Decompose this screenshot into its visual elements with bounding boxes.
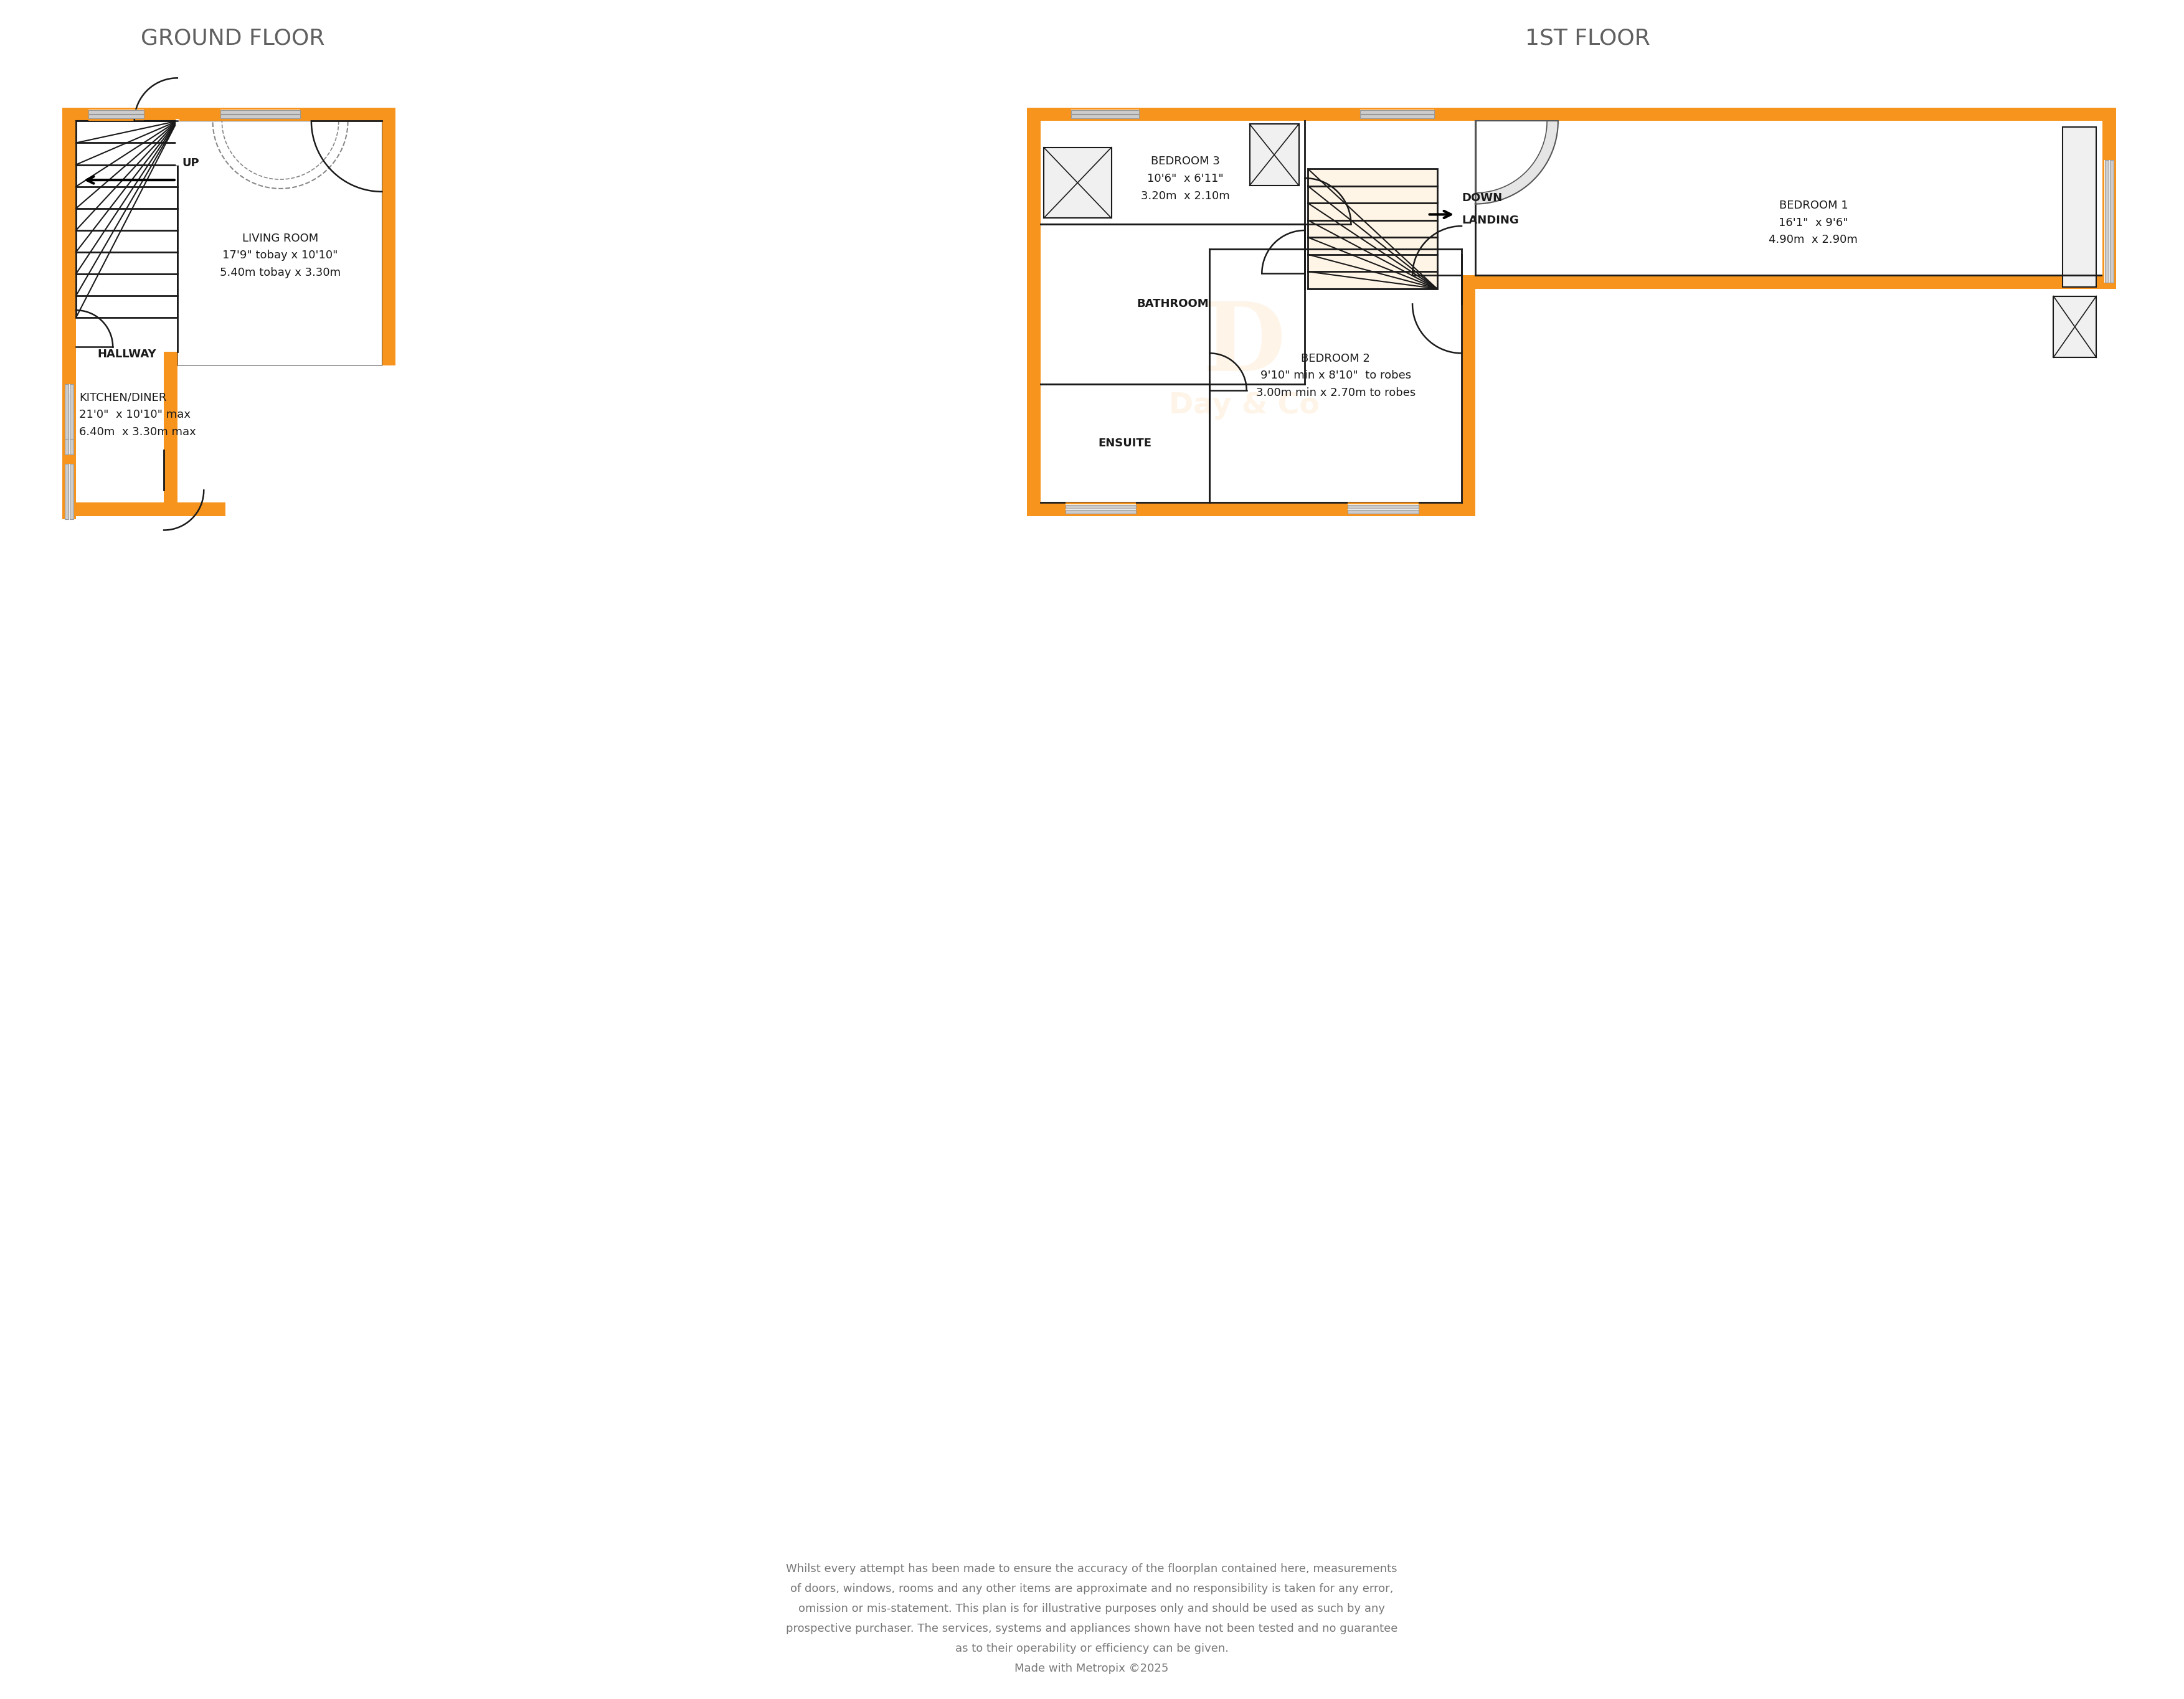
Text: KITCHEN/DINER
21'0"  x 10'10" max
6.40m  x 3.30m max: KITCHEN/DINER 21'0" x 10'10" max 6.40m x…: [79, 392, 197, 438]
Bar: [1249, 124, 1299, 185]
Bar: [66, 384, 68, 440]
Bar: [1044, 148, 1112, 217]
Bar: [2103, 107, 2116, 289]
Bar: [63, 107, 395, 121]
Bar: [1348, 503, 1420, 516]
Bar: [1026, 503, 1474, 516]
Bar: [1361, 110, 1435, 114]
Bar: [1461, 275, 1474, 516]
Bar: [66, 464, 68, 520]
Bar: [63, 464, 76, 520]
Bar: [1308, 168, 1437, 289]
Bar: [382, 107, 395, 365]
Bar: [221, 116, 299, 119]
Bar: [1072, 109, 1140, 119]
Bar: [1066, 510, 1136, 513]
Bar: [1072, 107, 1140, 121]
Bar: [70, 392, 74, 455]
Bar: [1066, 503, 1136, 516]
Bar: [1348, 505, 1420, 515]
Bar: [1348, 505, 1420, 508]
Bar: [2110, 160, 2114, 282]
Bar: [177, 121, 382, 365]
Bar: [87, 110, 144, 114]
Text: DOWN: DOWN: [1461, 192, 1503, 204]
Bar: [1348, 510, 1420, 513]
Bar: [87, 116, 144, 119]
Bar: [87, 109, 144, 119]
Bar: [2105, 160, 2110, 282]
Bar: [2053, 296, 2097, 357]
Bar: [1066, 505, 1136, 515]
Bar: [221, 107, 299, 121]
Bar: [1361, 116, 1435, 119]
Wedge shape: [1474, 121, 1557, 204]
Bar: [63, 107, 76, 516]
Bar: [1361, 107, 1435, 121]
Text: LANDING: LANDING: [1461, 216, 1518, 226]
Bar: [2062, 127, 2097, 287]
Text: 1ST FLOOR: 1ST FLOOR: [1524, 27, 1651, 49]
Bar: [66, 392, 74, 455]
Text: UP: UP: [181, 158, 199, 168]
Text: ENSUITE: ENSUITE: [1099, 438, 1151, 449]
Bar: [1461, 275, 2116, 289]
Bar: [164, 352, 177, 516]
Bar: [1361, 109, 1435, 119]
Text: D: D: [1203, 297, 1286, 391]
Bar: [221, 110, 299, 114]
Bar: [63, 503, 225, 516]
Bar: [63, 384, 76, 440]
Bar: [76, 121, 177, 318]
Text: BEDROOM 1
16'1"  x 9'6"
4.90m  x 2.90m: BEDROOM 1 16'1" x 9'6" 4.90m x 2.90m: [1769, 200, 1859, 246]
Bar: [1072, 116, 1140, 119]
Text: LIVING ROOM
17'9" tobay x 10'10"
5.40m tobay x 3.30m: LIVING ROOM 17'9" tobay x 10'10" 5.40m t…: [221, 233, 341, 279]
Text: D: D: [245, 221, 328, 314]
Bar: [1066, 505, 1136, 508]
Bar: [1026, 107, 2116, 121]
Text: GROUND FLOOR: GROUND FLOOR: [140, 27, 325, 49]
Text: BEDROOM 2
9'10" min x 8'10"  to robes
3.00m min x 2.70m to robes: BEDROOM 2 9'10" min x 8'10" to robes 3.0…: [1256, 353, 1415, 399]
Text: HALLWAY: HALLWAY: [98, 348, 155, 360]
Text: BEDROOM 3
10'6"  x 6'11"
3.20m  x 2.10m: BEDROOM 3 10'6" x 6'11" 3.20m x 2.10m: [1140, 156, 1230, 202]
Bar: [2103, 160, 2116, 282]
Bar: [66, 464, 74, 520]
Bar: [70, 464, 74, 520]
Bar: [87, 107, 144, 121]
Bar: [2105, 160, 2114, 282]
Text: BATHROOM: BATHROOM: [1138, 299, 1208, 309]
Bar: [1026, 107, 1042, 516]
Text: Day & Co: Day & Co: [212, 294, 363, 323]
Bar: [221, 109, 299, 119]
Bar: [63, 392, 76, 455]
Bar: [1072, 110, 1140, 114]
Text: Whilst every attempt has been made to ensure the accuracy of the floorplan conta: Whilst every attempt has been made to en…: [786, 1563, 1398, 1674]
Text: Day & Co: Day & Co: [1168, 392, 1319, 420]
Bar: [70, 384, 74, 440]
Bar: [66, 384, 74, 440]
Bar: [66, 392, 68, 455]
Bar: [164, 352, 395, 365]
